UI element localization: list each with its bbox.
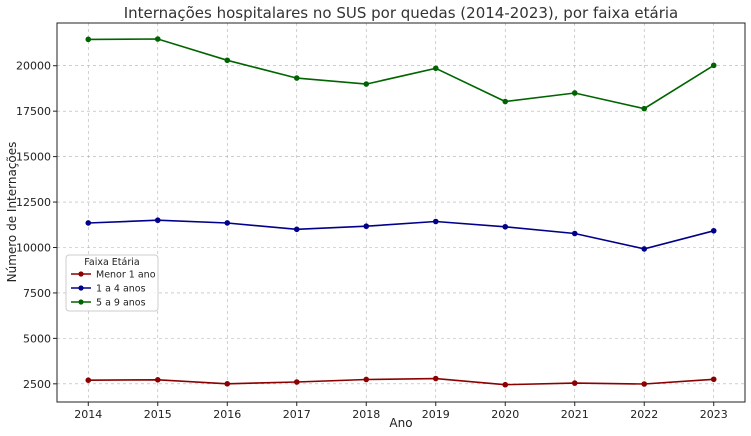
data-point xyxy=(641,246,648,252)
data-point xyxy=(293,75,300,81)
data-point xyxy=(154,36,161,42)
series-1 xyxy=(85,217,717,252)
data-point xyxy=(502,98,509,105)
series-2 xyxy=(85,36,717,112)
grid xyxy=(57,23,745,402)
legend-label: 1 a 4 anos xyxy=(96,284,146,295)
y-tick-label: 15000 xyxy=(16,151,51,164)
x-tick-label: 2020 xyxy=(491,408,519,421)
data-point xyxy=(710,62,717,69)
x-tick-label: 2017 xyxy=(283,408,311,421)
data-point xyxy=(293,379,300,385)
legend-label: Menor 1 ano xyxy=(96,270,156,281)
y-axis: 2500 5000 7500 10000 12500 15000 17500 20000 xyxy=(16,60,57,391)
y-tick-label: 10000 xyxy=(16,241,51,254)
data-point xyxy=(85,220,92,226)
data-point xyxy=(154,217,161,224)
legend-item-1: 1 a 4 anos xyxy=(71,284,146,295)
x-tick-label: 2021 xyxy=(561,408,589,421)
data-point xyxy=(571,380,578,386)
legend-items: Menor 1 ano 1 a 4 anos 5 a 9 anos xyxy=(71,270,156,309)
plot-area xyxy=(56,22,746,403)
data-point xyxy=(571,230,578,237)
legend-swatch-marker xyxy=(78,271,84,277)
legend: Faixa Etária Menor 1 ano 1 a 4 anos 5 a 9 … xyxy=(65,254,159,312)
y-tick-label: 17500 xyxy=(16,105,51,118)
data-point xyxy=(641,381,648,387)
data-point xyxy=(224,381,231,387)
x-tick-label: 2022 xyxy=(630,408,658,421)
data-point xyxy=(432,375,439,382)
legend-label: 5 a 9 anos xyxy=(96,298,146,309)
legend-item-2: 5 a 9 anos xyxy=(71,298,146,309)
x-axis-title: Ano xyxy=(389,416,412,430)
y-tick-label: 5000 xyxy=(23,332,51,345)
data-point xyxy=(641,105,648,112)
y-axis-title: Número de Internações xyxy=(5,142,19,283)
legend-swatch-marker xyxy=(78,299,84,305)
data-point xyxy=(224,220,231,226)
x-tick-label: 2015 xyxy=(144,408,172,421)
chart-title: Internações hospitalares no SUS por qued… xyxy=(124,4,679,22)
x-tick-label: 2016 xyxy=(213,408,241,421)
data-point xyxy=(363,376,370,383)
data-point xyxy=(571,90,578,96)
series-layer xyxy=(85,36,717,388)
legend-item-0: Menor 1 ano xyxy=(71,270,156,281)
x-axis: 2014 2015 2016 2017 2018 2019 2020 2021 2022 2023 xyxy=(74,402,728,421)
x-tick-label: 2019 xyxy=(422,408,450,421)
data-point xyxy=(85,36,92,43)
legend-box xyxy=(65,254,159,312)
y-tick-label: 20000 xyxy=(16,60,51,73)
x-tick-label: 2014 xyxy=(74,408,102,421)
x-tick-label: 2023 xyxy=(700,408,728,421)
data-point xyxy=(363,81,370,87)
series-0 xyxy=(85,375,717,388)
data-point xyxy=(432,218,439,225)
series-line xyxy=(88,377,714,386)
y-tick-label: 2500 xyxy=(23,378,51,391)
data-point xyxy=(710,376,717,383)
data-point xyxy=(502,381,509,388)
data-point xyxy=(432,65,439,72)
x-tick-label: 2018 xyxy=(352,408,380,421)
series-line xyxy=(88,38,715,110)
data-point xyxy=(710,227,717,234)
y-tick-label: 12500 xyxy=(16,196,51,209)
data-point xyxy=(502,223,509,230)
series-line xyxy=(88,219,714,250)
data-point xyxy=(293,226,300,233)
data-point xyxy=(154,377,161,383)
y-tick-label: 7500 xyxy=(23,287,51,300)
data-point xyxy=(85,377,92,383)
data-point xyxy=(224,57,231,64)
data-point xyxy=(363,223,370,230)
legend-swatch-marker xyxy=(78,285,84,291)
legend-title: Faixa Etária xyxy=(84,257,139,268)
